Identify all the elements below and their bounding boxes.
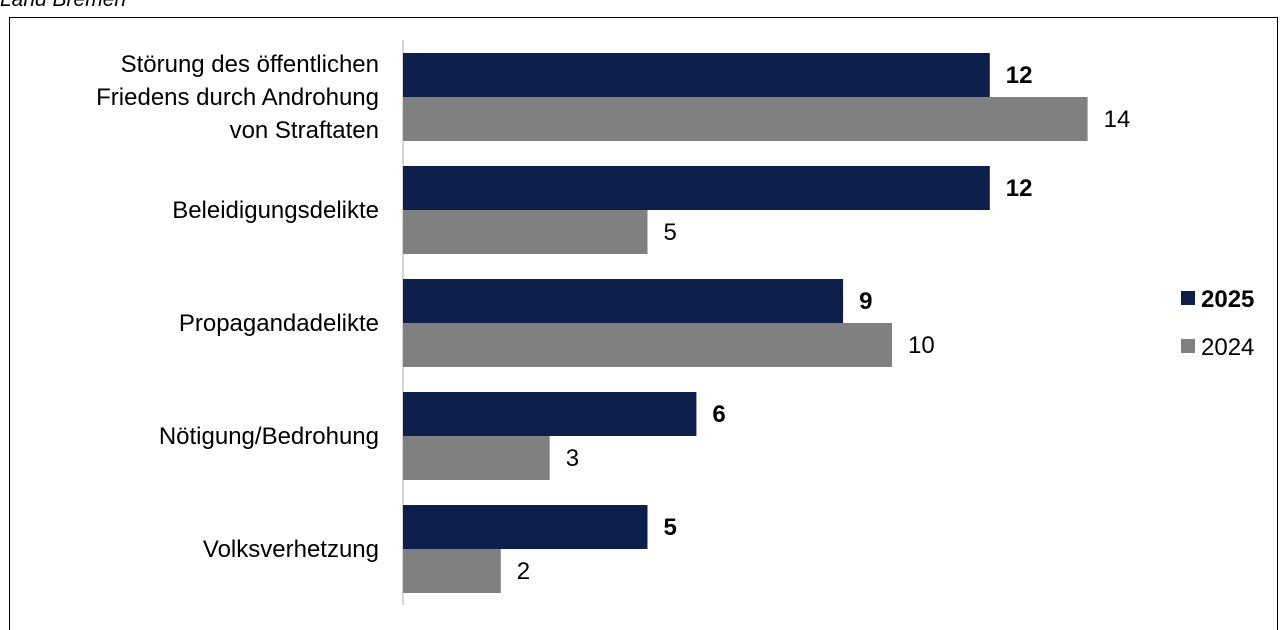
bar-2025 xyxy=(403,53,990,97)
bar-2025 xyxy=(403,505,648,549)
category-label-line: von Straftaten xyxy=(230,117,379,144)
data-label-2024: 2 xyxy=(517,558,530,585)
category-label: Volksverhetzung xyxy=(203,536,379,563)
bar-2024 xyxy=(403,210,648,254)
category-label: Störung des öffentlichen Friedens durch A… xyxy=(96,51,379,144)
legend-label-2025: 2025 xyxy=(1201,286,1254,313)
data-label-2025: 12 xyxy=(1006,175,1033,202)
category-label-line: Propagandadelikte xyxy=(179,310,379,337)
chart-subtitle: Land Bremen xyxy=(0,0,126,12)
bar-2025 xyxy=(403,392,697,436)
data-label-2025: 6 xyxy=(712,401,725,428)
data-label-2024: 5 xyxy=(664,219,677,246)
category-label: Beleidigungsdelikte xyxy=(172,197,379,224)
category-label-line: Beleidigungsdelikte xyxy=(172,197,379,224)
bar-2024 xyxy=(403,549,501,593)
bar-2024 xyxy=(403,97,1088,141)
chart-frame xyxy=(9,17,1278,630)
bar-2025 xyxy=(403,279,844,323)
data-label-2025: 12 xyxy=(1006,62,1033,89)
legend-swatch-2024 xyxy=(1181,339,1195,353)
category-label-line: Nötigung/Bedrohung xyxy=(159,423,379,450)
bar-2024 xyxy=(403,323,892,367)
data-label-2024: 10 xyxy=(908,332,935,359)
category-label-line: Störung des öffentlichen xyxy=(121,51,379,78)
category-label: Nötigung/Bedrohung xyxy=(159,423,379,450)
category-label-line: Volksverhetzung xyxy=(203,536,379,563)
category-label-line: Friedens durch Androhung xyxy=(96,84,379,111)
legend-label-2024: 2024 xyxy=(1201,334,1254,361)
bar-2024 xyxy=(403,436,550,480)
legend-swatch-2025 xyxy=(1181,291,1195,305)
data-label-2024: 3 xyxy=(566,445,579,472)
bar-2025 xyxy=(403,166,990,210)
data-label-2024: 14 xyxy=(1104,106,1131,133)
data-label-2025: 5 xyxy=(664,514,677,541)
category-label: Propagandadelikte xyxy=(179,310,379,337)
data-label-2025: 9 xyxy=(859,288,872,315)
